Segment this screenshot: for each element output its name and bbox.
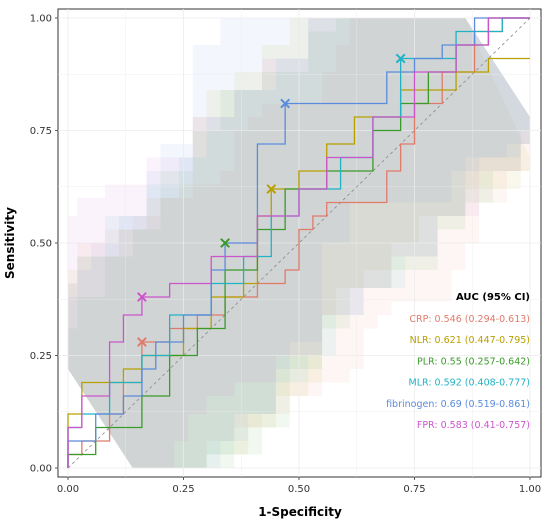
x-tick-label: 0.25 (172, 484, 194, 495)
cutoff-marker-plr (220, 238, 230, 248)
cutoff-marker-crp (137, 337, 147, 347)
legend-item-mlr: MLR: 0.592 (0.408-0.777) (409, 378, 530, 389)
roc-curve-fpr (67, 17, 530, 468)
y-tick-label: 0.25 (30, 351, 52, 362)
x-tick-label: 0.50 (288, 484, 310, 495)
y-axis-title: Sensitivity (3, 207, 17, 279)
cutoff-marker-mlr (395, 53, 406, 64)
legend: AUC (95% CI) CRP: 0.546 (0.294-0.613) NLR… (386, 292, 530, 431)
roc-curves (67, 17, 530, 468)
x-axis-title: 1-Specificity (258, 505, 342, 519)
legend-item-fpr: FPR: 0.583 (0.41-0.757) (417, 420, 530, 431)
x-axis-ticks: 0.00 0.25 0.50 0.75 1.00 (57, 477, 541, 495)
legend-title: AUC (95% CI) (456, 292, 530, 303)
legend-item-nlr: NLR: 0.621 (0.447-0.795) (410, 335, 530, 346)
cutoff-markers (137, 53, 406, 347)
y-tick-label: 0.50 (30, 239, 52, 250)
y-tick-label: 0.75 (30, 126, 52, 137)
x-tick-label: 0.00 (57, 484, 79, 495)
cutoff-marker-nlr (266, 184, 277, 194)
y-tick-label: 0.00 (30, 464, 52, 475)
legend-item-crp: CRP: 0.546 (0.294-0.613) (409, 314, 530, 325)
legend-item-plr: PLR: 0.55 (0.257-0.642) (417, 356, 530, 367)
cutoff-marker-fibrinogen (280, 98, 291, 109)
x-tick-label: 1.00 (519, 484, 541, 495)
legend-item-fibrinogen: fibrinogen: 0.69 (0.519-0.861) (386, 399, 530, 410)
y-axis-ticks: 0.00 0.25 0.50 0.75 1.00 (30, 14, 58, 475)
x-tick-label: 0.75 (403, 484, 425, 495)
y-tick-label: 1.00 (30, 14, 52, 25)
cutoff-marker-fpr (137, 292, 147, 302)
